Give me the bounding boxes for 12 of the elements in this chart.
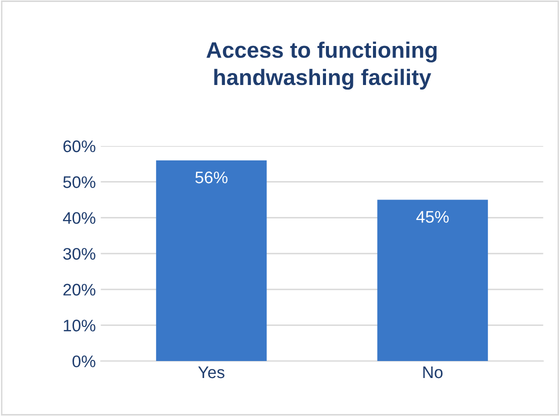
data-label: 45% [416,211,449,223]
y-tick-label: 10% [64,320,96,332]
y-tick-label: 0% [72,355,96,368]
chart-title: Access to functioning handwashing facility [206,42,437,90]
x-tick-label: No [423,366,443,378]
data-label: 56% [195,172,228,184]
y-tick-label: 30% [63,248,96,260]
y-tick-label: 20% [63,284,96,296]
y-tick-label: 50% [63,176,96,188]
y-tick-label: 40% [62,212,96,224]
x-tick-label: Yes [198,366,224,378]
y-tick-label: 60% [63,140,96,152]
